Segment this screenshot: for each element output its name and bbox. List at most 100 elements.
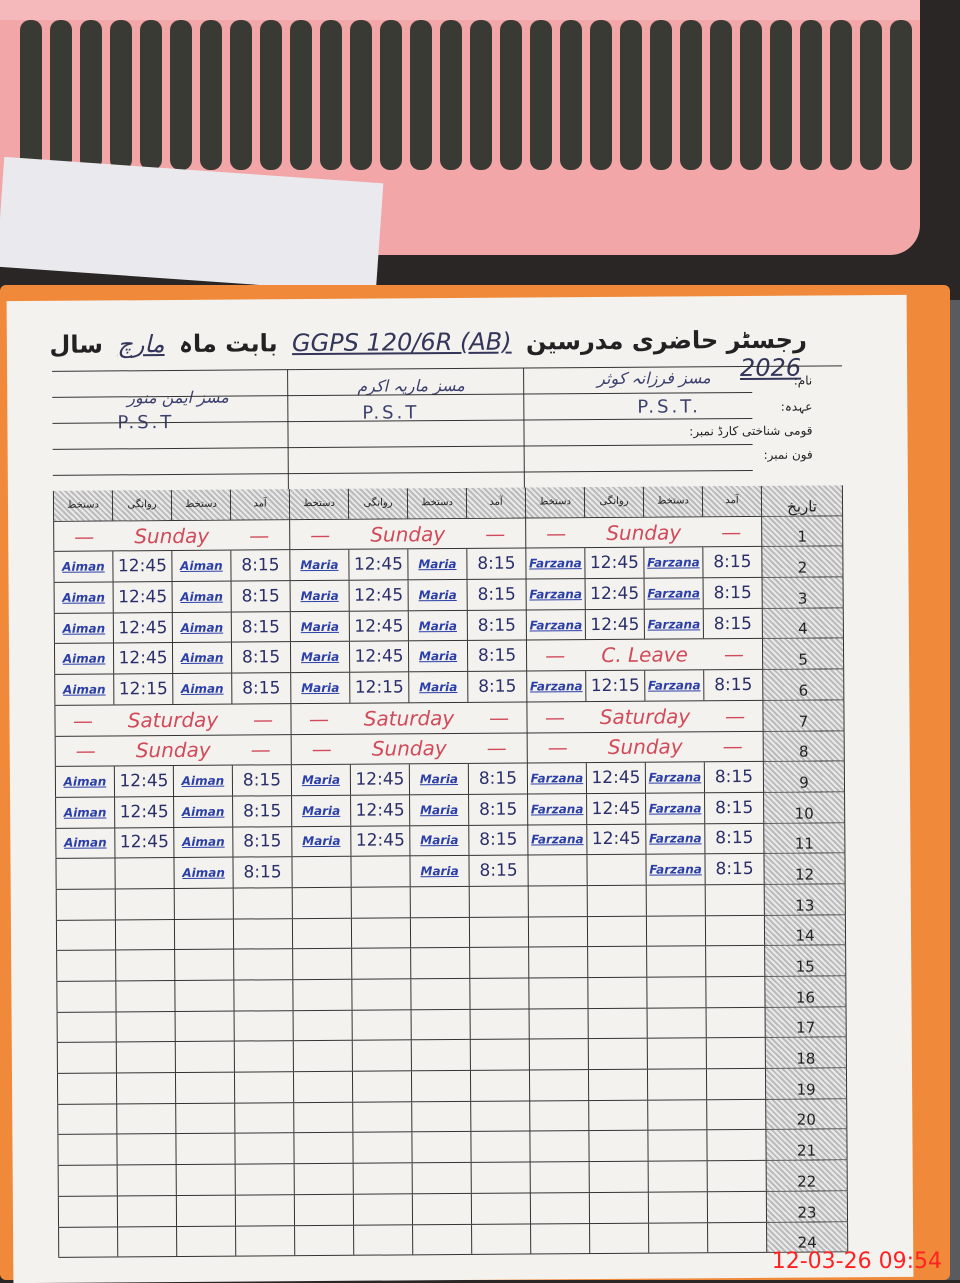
camera-timestamp: 12-03-26 09:54: [771, 1249, 942, 1274]
departure-time: [353, 1224, 413, 1255]
day-note: — Sunday —: [289, 518, 526, 550]
dash: —: [721, 519, 742, 544]
arrival-time: [470, 1101, 530, 1132]
departure-time: 12:45: [584, 548, 644, 579]
arrival-time: 8:15: [468, 825, 528, 856]
day-note: — Sunday —: [53, 519, 290, 552]
departure-time: 12:45: [350, 795, 410, 826]
signature: Aiman: [54, 766, 115, 797]
basket-slot: [770, 20, 792, 170]
arrival-time: [233, 949, 293, 980]
column-header: دستخط: [406, 487, 467, 519]
date-cell: 7: [762, 700, 845, 731]
departure-time: [352, 1102, 412, 1133]
dash: —: [485, 521, 506, 546]
signature: Aiman: [171, 550, 231, 582]
arrival-time: 8:15: [704, 823, 764, 854]
signature: [56, 1042, 116, 1073]
arrival-time: [233, 1041, 293, 1072]
signature: [174, 949, 234, 980]
signature: [293, 1133, 353, 1164]
column-header: روانگی: [111, 490, 172, 521]
departure-time: [114, 888, 174, 920]
departure-time: 12:45: [586, 824, 646, 855]
arrival-time: 8:15: [232, 857, 292, 888]
signature: Farzana: [527, 793, 587, 825]
signature: [292, 1010, 352, 1041]
arrival-time: [704, 884, 764, 915]
departure-time: 12:45: [349, 764, 410, 795]
departure-time: 12:45: [348, 641, 409, 672]
signature: Farzana: [525, 579, 585, 610]
departure-time: [588, 1131, 648, 1162]
departure-time: [351, 948, 411, 979]
departure-time: 12:45: [348, 611, 408, 642]
signature: Aiman: [172, 673, 232, 704]
departure-time: 12:45: [112, 643, 173, 674]
dash: —: [310, 522, 331, 547]
signature: Farzana: [643, 578, 703, 609]
signature: [528, 947, 588, 978]
arrival-time: 8:15: [231, 673, 291, 704]
basket-slot: [560, 20, 582, 170]
signature: [529, 1162, 589, 1193]
departure-time: [588, 1192, 649, 1223]
departure-time: 12:45: [113, 766, 174, 797]
signature: Maria: [407, 549, 467, 580]
departure-time: [116, 1165, 176, 1196]
basket-slot: [380, 20, 402, 170]
signature: [291, 918, 352, 949]
signature: Aiman: [53, 643, 114, 674]
signature: [410, 978, 470, 1010]
signature: Maria: [289, 580, 349, 611]
departure-time: [587, 1008, 647, 1039]
signature: [528, 1039, 588, 1070]
date-cell: 9: [762, 761, 846, 792]
arrival-time: 8:15: [703, 762, 764, 793]
date-cell: 1: [761, 516, 844, 547]
date-cell: 18: [764, 1037, 847, 1068]
departure-time: [114, 919, 175, 950]
signature: Aiman: [53, 551, 113, 582]
arrival-time: 8:15: [466, 610, 526, 641]
departure-time: [587, 977, 647, 1008]
signature: Maria: [289, 611, 349, 642]
signature: Farzana: [526, 671, 586, 702]
arrival-time: [705, 1068, 766, 1100]
signature: [175, 1195, 236, 1226]
basket-slot: [110, 20, 132, 170]
arrival-time: 8:15: [232, 796, 292, 827]
basket-slot: [170, 20, 192, 170]
basket-slot: [440, 20, 462, 170]
arrival-time: [705, 946, 765, 977]
teacher-1-name: مسز فرزانہ کوثر: [597, 368, 711, 389]
arrival-time: 8:15: [232, 826, 292, 857]
signature: [410, 948, 470, 979]
divider: [52, 443, 753, 450]
departure-time: [350, 917, 411, 949]
signature: [529, 1131, 589, 1162]
signature: [411, 1132, 471, 1163]
basket-slot: [140, 20, 162, 170]
signature: Maria: [407, 580, 467, 611]
dash: —: [545, 643, 566, 668]
signature: [292, 1041, 352, 1072]
column-header: روانگی: [347, 488, 408, 519]
signature: [527, 916, 588, 947]
departure-time: [352, 1132, 412, 1163]
dash: —: [74, 524, 95, 549]
dash: —: [724, 703, 746, 728]
arrival-time: 8:15: [704, 854, 764, 885]
signature: [528, 1008, 588, 1039]
departure-time: [352, 1163, 412, 1194]
column-header: آمد: [465, 487, 526, 518]
arrival-time: 8:15: [468, 794, 528, 825]
column-header: روانگی: [583, 486, 644, 517]
arrival-time: 8:15: [702, 547, 762, 578]
date-cell: 14: [763, 914, 847, 946]
departure-time: [115, 1011, 175, 1042]
departure-time: [351, 979, 411, 1010]
signature: [646, 1069, 707, 1100]
departure-time: [114, 858, 174, 889]
basket-slot: [620, 20, 642, 170]
